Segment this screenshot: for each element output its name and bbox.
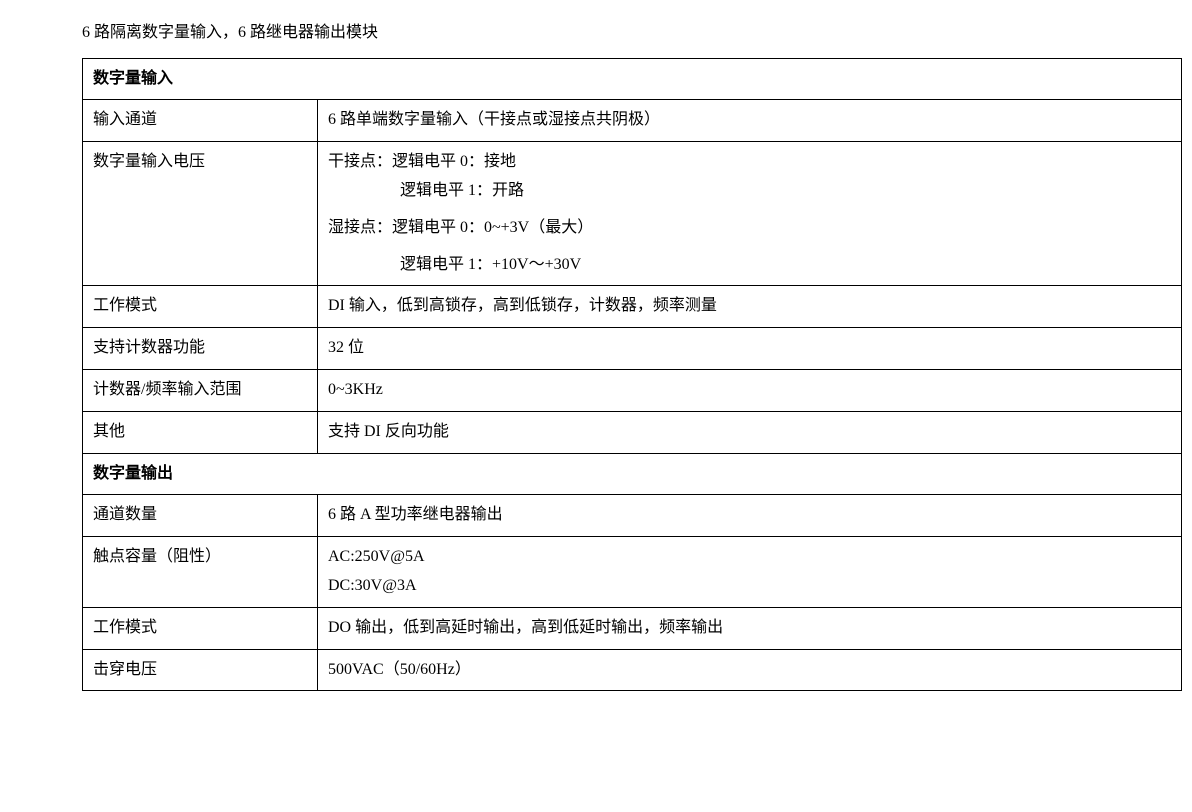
section-header-row: 数字量输入	[83, 58, 1182, 100]
voltage-line1: 干接点：逻辑电平 0：接地	[328, 148, 1171, 177]
table-row: 数字量输入电压 干接点：逻辑电平 0：接地 逻辑电平 1：开路 湿接点：逻辑电平…	[83, 142, 1182, 286]
table-row: 工作模式 DI 输入，低到高锁存，高到低锁存，计数器，频率测量	[83, 286, 1182, 328]
voltage-line4: 逻辑电平 1：+10V～+30V	[328, 251, 1171, 280]
table-row: 工作模式 DO 输出，低到高延时输出，高到低延时输出，频率输出	[83, 607, 1182, 649]
value-di-other: 支持 DI 反向功能	[318, 411, 1182, 453]
module-title: 6 路隔离数字量输入，6 路继电器输出模块	[82, 20, 1182, 46]
label-channel-count: 通道数量	[83, 495, 318, 537]
contact-line1: AC:250V@5A	[328, 543, 1171, 572]
value-do-workmode: DO 输出，低到高延时输出，高到低延时输出，频率输出	[318, 607, 1182, 649]
table-row: 支持计数器功能 32 位	[83, 328, 1182, 370]
label-counter-range: 计数器/频率输入范围	[83, 369, 318, 411]
table-row: 通道数量 6 路 A 型功率继电器输出	[83, 495, 1182, 537]
digital-output-header: 数字量输出	[83, 453, 1182, 495]
value-input-channel: 6 路单端数字量输入（干接点或湿接点共阴极）	[318, 100, 1182, 142]
label-breakdown-voltage: 击穿电压	[83, 649, 318, 691]
contact-line2: DC:30V@3A	[328, 572, 1171, 601]
voltage-line3: 湿接点：逻辑电平 0：0~+3V（最大）	[328, 214, 1171, 243]
label-input-channel: 输入通道	[83, 100, 318, 142]
voltage-line2: 逻辑电平 1：开路	[328, 177, 1171, 206]
value-input-voltage: 干接点：逻辑电平 0：接地 逻辑电平 1：开路 湿接点：逻辑电平 0：0~+3V…	[318, 142, 1182, 286]
table-row: 击穿电压 500VAC（50/60Hz）	[83, 649, 1182, 691]
label-input-voltage: 数字量输入电压	[83, 142, 318, 286]
value-counter-range: 0~3KHz	[318, 369, 1182, 411]
value-breakdown-voltage: 500VAC（50/60Hz）	[318, 649, 1182, 691]
label-di-other: 其他	[83, 411, 318, 453]
value-contact-capacity: AC:250V@5A DC:30V@3A	[318, 537, 1182, 608]
value-di-workmode: DI 输入，低到高锁存，高到低锁存，计数器，频率测量	[318, 286, 1182, 328]
label-counter-support: 支持计数器功能	[83, 328, 318, 370]
label-contact-capacity: 触点容量（阻性）	[83, 537, 318, 608]
table-row: 触点容量（阻性） AC:250V@5A DC:30V@3A	[83, 537, 1182, 608]
label-do-workmode: 工作模式	[83, 607, 318, 649]
section-header-row: 数字量输出	[83, 453, 1182, 495]
spec-table: 数字量输入 输入通道 6 路单端数字量输入（干接点或湿接点共阴极） 数字量输入电…	[82, 58, 1182, 692]
label-di-workmode: 工作模式	[83, 286, 318, 328]
digital-input-header: 数字量输入	[83, 58, 1182, 100]
table-row: 计数器/频率输入范围 0~3KHz	[83, 369, 1182, 411]
value-counter-support: 32 位	[318, 328, 1182, 370]
table-row: 其他 支持 DI 反向功能	[83, 411, 1182, 453]
table-row: 输入通道 6 路单端数字量输入（干接点或湿接点共阴极）	[83, 100, 1182, 142]
value-channel-count: 6 路 A 型功率继电器输出	[318, 495, 1182, 537]
